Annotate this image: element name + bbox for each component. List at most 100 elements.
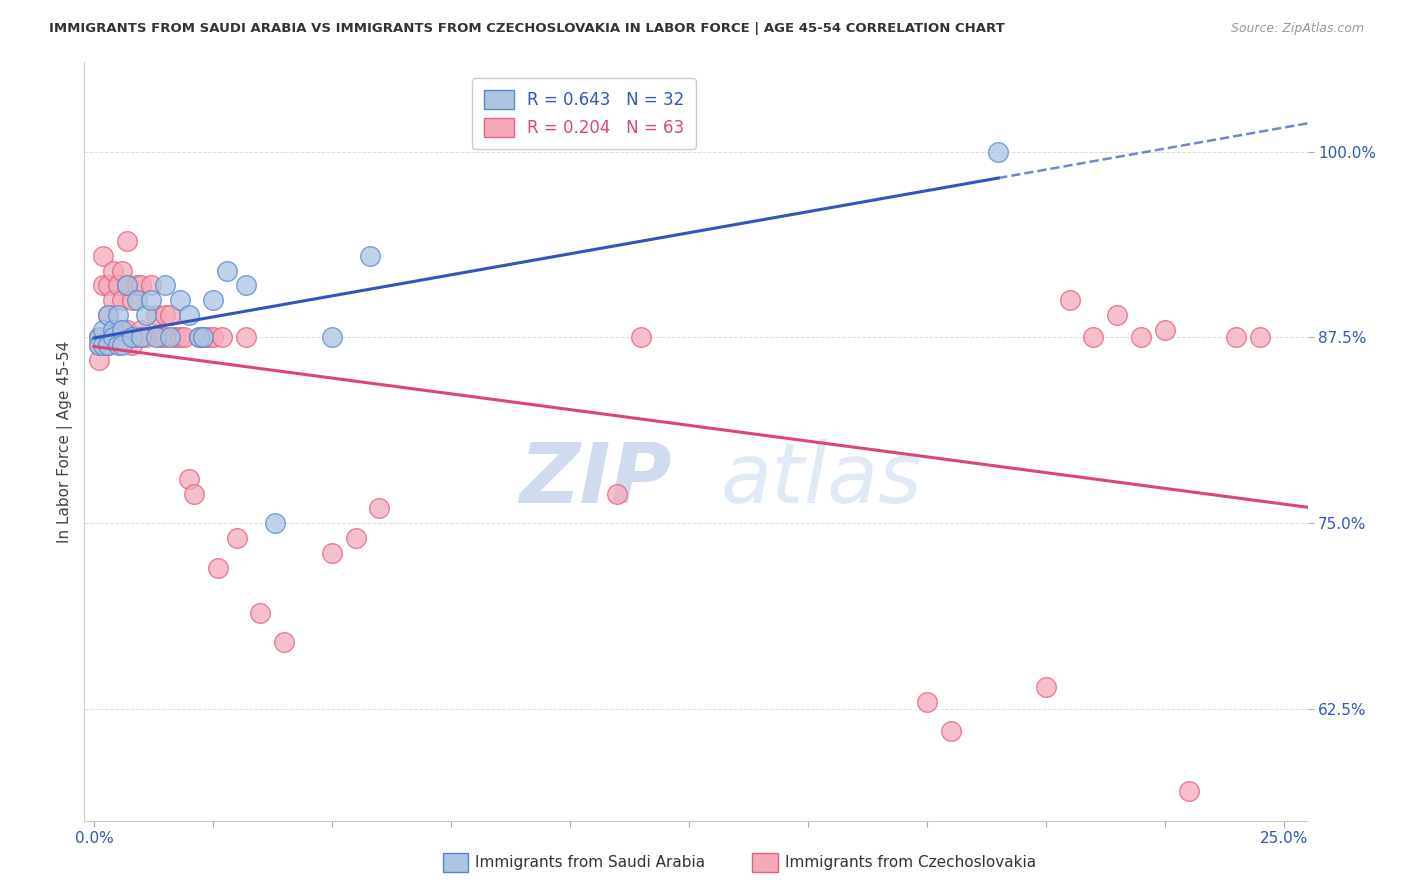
Point: [139, 293, 162, 308]
Point: [121, 330, 143, 344]
Point: [125, 293, 148, 308]
Point: [630, 330, 652, 344]
Point: [249, 606, 271, 620]
Legend: R = 0.643   N = 32, R = 0.204   N = 63: R = 0.643 N = 32, R = 0.204 N = 63: [472, 78, 696, 149]
Point: [115, 234, 138, 248]
Point: [1177, 784, 1199, 798]
Text: Immigrants from Czechoslovakia: Immigrants from Czechoslovakia: [785, 855, 1036, 870]
Point: [101, 293, 124, 308]
Point: [159, 308, 181, 322]
Point: [131, 330, 153, 344]
Point: [606, 486, 628, 500]
Point: [177, 308, 200, 322]
Text: IMMIGRANTS FROM SAUDI ARABIA VS IMMIGRANTS FROM CZECHOSLOVAKIA IN LABOR FORCE | : IMMIGRANTS FROM SAUDI ARABIA VS IMMIGRAN…: [49, 22, 1005, 36]
Point: [97, 338, 120, 352]
Point: [169, 293, 191, 308]
Point: [321, 330, 343, 344]
Point: [211, 330, 233, 344]
Point: [131, 323, 153, 337]
Point: [87, 338, 110, 352]
Point: [1153, 323, 1175, 337]
Point: [207, 561, 229, 575]
Point: [235, 330, 257, 344]
Point: [111, 338, 134, 352]
Point: [121, 338, 143, 352]
Point: [163, 330, 186, 344]
Point: [368, 501, 391, 516]
Point: [187, 330, 209, 344]
Text: ZIP: ZIP: [519, 439, 672, 520]
Point: [101, 330, 124, 344]
Point: [115, 278, 138, 293]
Point: [145, 330, 167, 344]
Point: [97, 308, 120, 322]
Point: [115, 323, 138, 337]
Point: [1249, 330, 1271, 344]
Text: atlas: atlas: [720, 439, 922, 520]
Point: [344, 531, 367, 545]
Point: [359, 249, 381, 263]
Point: [115, 278, 138, 293]
Point: [263, 516, 285, 531]
Point: [187, 330, 209, 344]
Point: [135, 308, 157, 322]
Point: [101, 263, 124, 277]
Point: [107, 278, 129, 293]
Point: [87, 352, 110, 367]
Point: [169, 330, 191, 344]
Point: [915, 695, 938, 709]
Point: [101, 323, 124, 337]
Point: [139, 278, 162, 293]
Point: [197, 330, 219, 344]
Point: [173, 330, 195, 344]
Point: [107, 323, 129, 337]
Point: [321, 546, 343, 560]
Point: [87, 330, 110, 344]
Text: Source: ZipAtlas.com: Source: ZipAtlas.com: [1230, 22, 1364, 36]
Point: [101, 323, 124, 337]
Point: [93, 323, 115, 337]
Point: [177, 472, 200, 486]
Point: [155, 278, 177, 293]
Point: [97, 278, 120, 293]
Point: [131, 278, 153, 293]
Point: [155, 308, 177, 322]
Point: [93, 278, 115, 293]
Y-axis label: In Labor Force | Age 45-54: In Labor Force | Age 45-54: [58, 341, 73, 542]
Point: [111, 323, 134, 337]
Point: [183, 486, 205, 500]
Text: Immigrants from Saudi Arabia: Immigrants from Saudi Arabia: [475, 855, 706, 870]
Point: [155, 330, 177, 344]
Point: [97, 338, 120, 352]
Point: [97, 308, 120, 322]
Point: [193, 330, 215, 344]
Point: [107, 338, 129, 352]
Point: [135, 330, 157, 344]
Point: [121, 293, 143, 308]
Point: [87, 330, 110, 344]
Point: [125, 278, 148, 293]
Point: [145, 308, 167, 322]
Point: [111, 293, 134, 308]
Point: [225, 531, 247, 545]
Point: [987, 145, 1010, 159]
Point: [107, 308, 129, 322]
Point: [201, 330, 224, 344]
Point: [125, 330, 148, 344]
Point: [149, 330, 172, 344]
Point: [87, 338, 110, 352]
Point: [1035, 680, 1057, 694]
Point: [1107, 308, 1129, 322]
Point: [1130, 330, 1153, 344]
Point: [159, 330, 181, 344]
Point: [111, 263, 134, 277]
Point: [939, 724, 962, 739]
Point: [93, 338, 115, 352]
Point: [1059, 293, 1081, 308]
Point: [93, 249, 115, 263]
Point: [217, 263, 239, 277]
Point: [1225, 330, 1247, 344]
Point: [201, 293, 224, 308]
Point: [1083, 330, 1105, 344]
Point: [193, 330, 215, 344]
